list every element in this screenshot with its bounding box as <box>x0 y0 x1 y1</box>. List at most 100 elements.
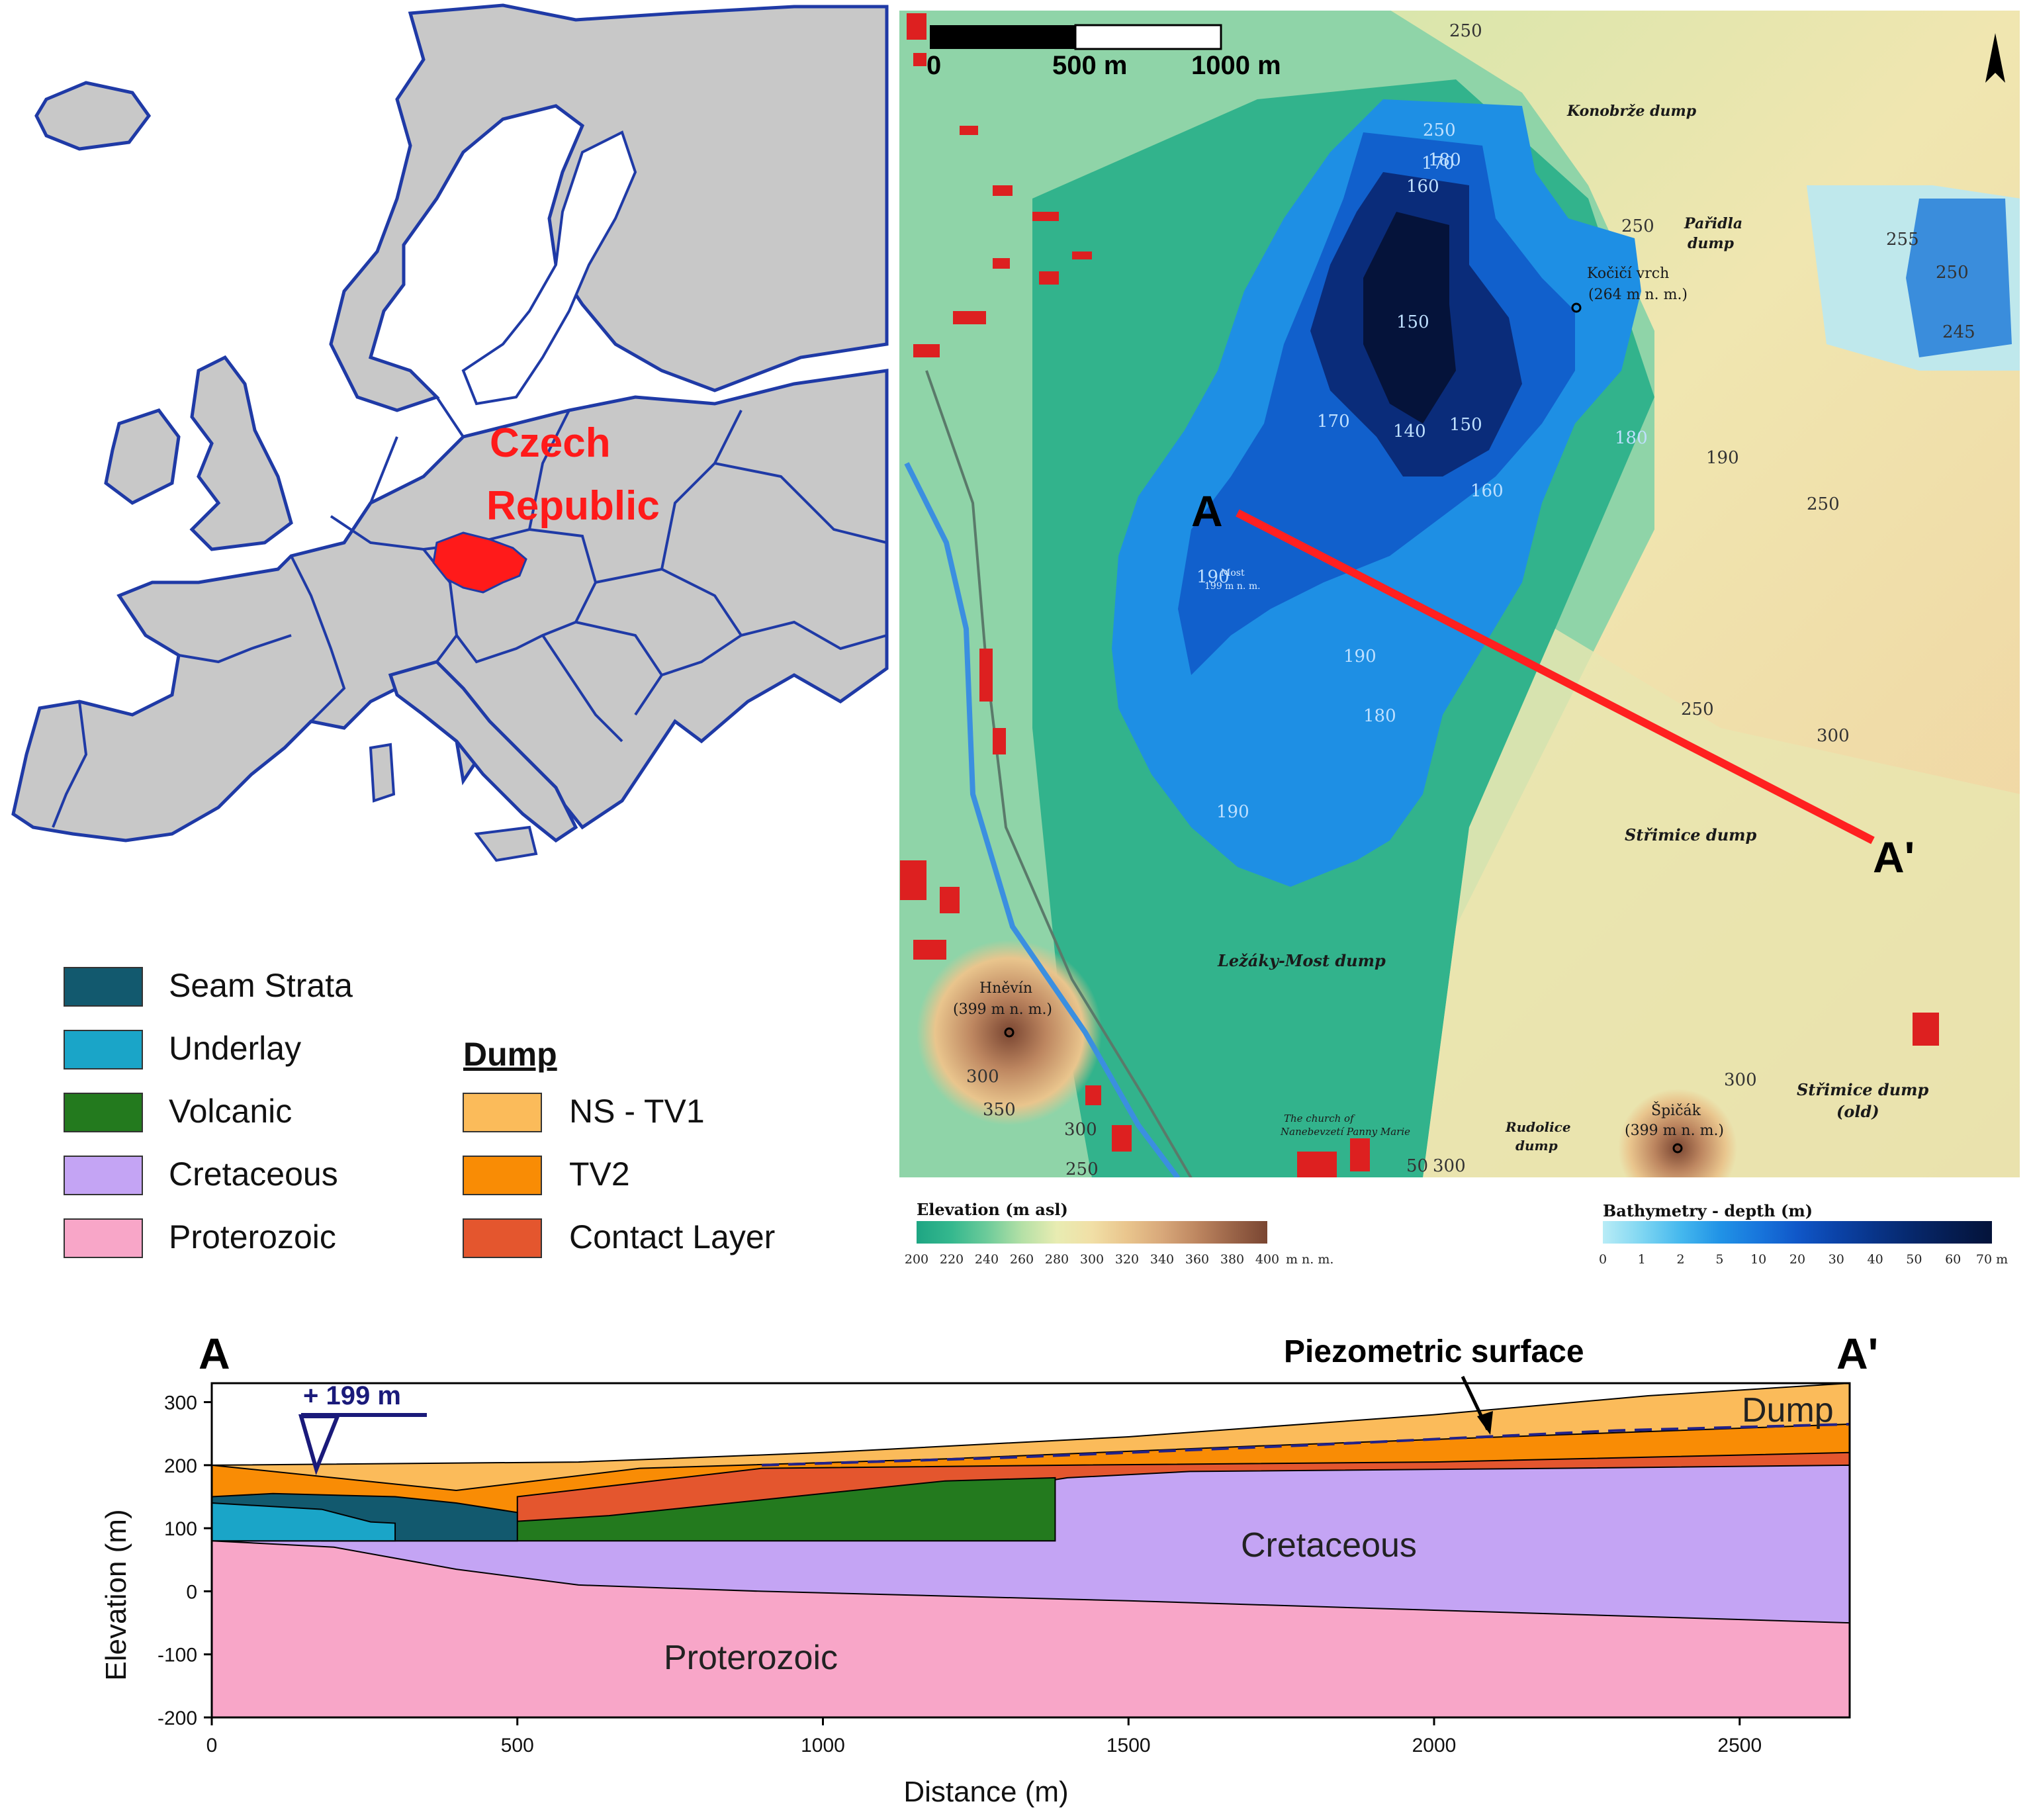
contour-label: 190 <box>1196 567 1230 587</box>
water-level-label: + 199 m <box>303 1381 401 1410</box>
place-church-1: The church of <box>1284 1113 1355 1124</box>
elevation-colorbar-title: Elevation (m asl) <box>917 1200 1068 1219</box>
y-tick-label: -200 <box>158 1707 197 1729</box>
x-tick-label: 1500 <box>1106 1735 1151 1756</box>
place-strimice-old-1: Střimice dump <box>1797 1080 1929 1099</box>
contour-label: 300 <box>1724 1070 1757 1090</box>
contour-label: 255 <box>1886 230 1919 250</box>
bathymetry-colorbar: Bathymetry - depth (m) 0 1 2 5 10 20 30 40 50 60 7… <box>1599 1201 2008 1267</box>
contour-label: 140 <box>1393 422 1426 441</box>
contour-label: 300 <box>1064 1120 1097 1140</box>
spicak-hill <box>1618 1089 1737 1178</box>
place-lezaky: Ležáky-Most dump <box>1217 951 1386 970</box>
legend: Seam Strata Underlay Volcanic Cretaceous Pro… <box>64 967 775 1258</box>
bathymetry-colorbar-tick: 40 <box>1868 1252 1883 1267</box>
contour-label: 160 <box>1406 177 1439 197</box>
legend-dump-heading: Dump <box>463 1036 557 1073</box>
legend-dump-label-2: Contact Layer <box>569 1218 775 1255</box>
place-rudolice-2: dump <box>1515 1138 1558 1154</box>
country-borders <box>52 396 887 828</box>
elevation-colorbar-tick: 200 <box>905 1252 928 1267</box>
place-church-2: Nanebevzetí Panny Marie <box>1280 1126 1410 1138</box>
elevation-colorbar-tick: 300 <box>1080 1252 1104 1267</box>
bathymetry-colorbar-tick: 70 m <box>1976 1252 2008 1267</box>
elevation-colorbar-tick: 220 <box>940 1252 964 1267</box>
great-britain <box>189 355 293 551</box>
elevation-colorbar-tick: 240 <box>975 1252 999 1267</box>
x-tick-label: 2000 <box>1412 1735 1457 1756</box>
contour-label: 180 <box>1363 706 1396 726</box>
bathymetry-colorbar-tick: 0 <box>1599 1252 1607 1267</box>
contour-label: 300 <box>1433 1156 1466 1176</box>
elevation-colorbar-tick: 320 <box>1115 1252 1139 1267</box>
place-most-1: Most <box>1221 568 1245 578</box>
bathymetry-colorbar-tick: 30 <box>1828 1252 1844 1267</box>
contour-label: 250 <box>1423 120 1456 140</box>
contour-label: 250 <box>1621 216 1654 236</box>
map-point-a: A <box>1191 486 1223 535</box>
place-kocici-1: Kočičí vrch <box>1587 265 1669 282</box>
bathymetry-colorbar-tick: 60 <box>1945 1252 1961 1267</box>
contour-label: 160 <box>1470 481 1504 501</box>
elevation-colorbar-tick: 280 <box>1045 1252 1069 1267</box>
elevation-colorbar-tick: 340 <box>1150 1252 1174 1267</box>
legend-label-0: Seam Strata <box>169 967 353 1004</box>
piezometric-surface-line <box>762 1422 1850 1467</box>
contour-label: 180 <box>1615 428 1648 448</box>
place-rudolice-1: Rudolice <box>1505 1119 1571 1135</box>
contour-label: 245 <box>1942 322 1975 342</box>
legend-dump-swatch-1 <box>463 1156 542 1195</box>
contour-label: 50 <box>1406 1156 1428 1176</box>
bathymetry-colorbar-tick: 5 <box>1715 1252 1723 1267</box>
iceland <box>34 81 152 151</box>
bathymetry-colorbar-strip <box>1603 1221 1992 1244</box>
place-spicak-1: Špičák <box>1651 1101 1701 1119</box>
italy <box>388 660 578 843</box>
place-strimice: Střimice dump <box>1625 825 1757 844</box>
czech-label-line1: Czech <box>490 420 611 466</box>
chart-frame <box>210 1382 1851 1719</box>
ireland <box>104 408 181 505</box>
legend-dump-label-1: TV2 <box>569 1156 630 1193</box>
chart-ylabel: Elevation (m) <box>100 1509 132 1680</box>
legend-label-2: Volcanic <box>169 1093 292 1130</box>
contour-label: 250 <box>1681 700 1714 719</box>
contour-label: 170 <box>1422 154 1455 173</box>
place-paridla-2: dump <box>1688 235 1735 252</box>
chart-xlabel: Distance (m) <box>903 1776 1068 1808</box>
contour-label: 150 <box>1449 415 1482 435</box>
dump-light <box>1423 629 2020 1178</box>
baltic-sea <box>461 130 637 406</box>
cretaceous-layer-label: Cretaceous <box>1241 1526 1417 1565</box>
elevation-colorbar-strip <box>917 1221 1267 1244</box>
river <box>904 462 1181 1178</box>
cross-section-chart: Dump Cretaceous Proterozoic -200 -100 0 100 200… <box>100 1329 1878 1808</box>
contour-label: 180 <box>1428 150 1461 170</box>
kocici-point <box>1571 302 1582 313</box>
scale-tick-500: 500 m <box>1052 51 1127 80</box>
contour-label: 250 <box>1065 1160 1099 1179</box>
bathymetry-colorbar-tick: 20 <box>1789 1252 1805 1267</box>
bathymetry-colorbar-tick: 50 <box>1906 1252 1922 1267</box>
site-map: 0 500 m 1000 m A A' Konobrže dump Pařidl… <box>898 9 2021 1267</box>
czech-label-line2: Republic <box>486 483 660 529</box>
proterozoic-layer-label: Proterozoic <box>664 1639 838 1677</box>
legend-dump-swatch-0 <box>463 1093 542 1132</box>
elevation-colorbar-tick: 400 <box>1255 1252 1279 1267</box>
x-tick-label: 1000 <box>801 1735 845 1756</box>
elevation-colorbar: Elevation (m asl) 200 220 240 260 280 300 320 3… <box>905 1200 1334 1267</box>
elevation-colorbar-tick: 360 <box>1185 1252 1209 1267</box>
legend-swatch-2 <box>64 1093 143 1132</box>
contour-label: 300 <box>966 1067 999 1087</box>
elevation-colorbar-unit: m n. m. <box>1286 1252 1333 1267</box>
scale-tick-1000: 1000 m <box>1191 51 1281 80</box>
contour-label: 190 <box>1706 448 1739 468</box>
y-tick-label: 300 <box>164 1392 197 1414</box>
north-arrow-icon <box>1985 33 2005 83</box>
piezometric-surface-label: Piezometric surface <box>1284 1334 1584 1369</box>
contour-label: 150 <box>1396 312 1429 332</box>
urban-buildings <box>900 13 1939 1178</box>
elevation-colorbar-tick: 380 <box>1220 1252 1244 1267</box>
